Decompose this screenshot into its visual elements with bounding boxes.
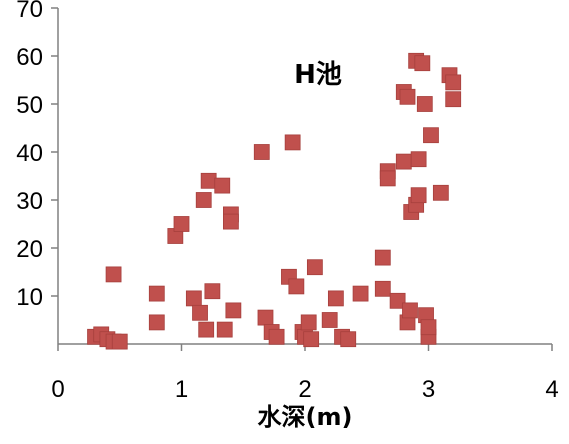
data-point xyxy=(389,292,406,309)
data-point xyxy=(321,312,338,328)
x-tick-label: 0 xyxy=(51,376,64,403)
data-point xyxy=(185,290,202,307)
data-point xyxy=(105,266,122,283)
data-point xyxy=(420,319,437,336)
y-tick-label: 70 xyxy=(16,0,43,23)
data-point xyxy=(204,283,221,300)
data-point xyxy=(222,213,239,230)
data-point xyxy=(200,172,217,189)
data-point xyxy=(214,177,231,194)
y-tick-label: 30 xyxy=(16,188,43,215)
data-point xyxy=(303,331,320,348)
y-tick-label: 40 xyxy=(16,140,43,167)
data-point xyxy=(445,91,462,108)
data-point xyxy=(195,192,212,208)
data-point xyxy=(198,321,215,338)
data-point xyxy=(410,187,427,204)
y-tick-label: 10 xyxy=(16,284,43,311)
data-point xyxy=(410,151,427,168)
data-point xyxy=(306,259,323,276)
data-point xyxy=(352,285,369,302)
y-tick-label: 50 xyxy=(16,92,43,119)
data-point xyxy=(253,144,270,160)
data-point xyxy=(445,74,462,91)
data-point xyxy=(173,216,190,232)
data-point xyxy=(374,280,391,297)
x-tick-label: 4 xyxy=(545,376,558,403)
data-point xyxy=(192,304,208,321)
data-point xyxy=(148,314,165,331)
data-point xyxy=(414,55,431,72)
x-tick-label: 1 xyxy=(175,376,188,403)
data-point xyxy=(288,278,305,295)
data-point xyxy=(216,321,233,338)
data-point xyxy=(300,314,317,331)
x-tick-label: 3 xyxy=(422,376,435,403)
data-point xyxy=(432,184,449,201)
data-point xyxy=(327,290,344,307)
data-point xyxy=(111,333,128,350)
data-point xyxy=(399,88,416,105)
tick-labels: 10 20 30 40 50 60 70 0 1 2 3 4 xyxy=(16,0,558,403)
data-point xyxy=(268,328,285,345)
data-point xyxy=(423,127,439,144)
x-tick-label: 2 xyxy=(298,376,311,403)
x-axis-label: 水深(m) xyxy=(258,403,353,431)
data-point xyxy=(257,309,274,326)
data-point xyxy=(225,302,242,319)
data-point xyxy=(395,153,412,170)
chart-title: H池 xyxy=(294,60,342,90)
y-tick-label: 60 xyxy=(16,44,43,71)
data-point xyxy=(402,302,418,319)
data-point xyxy=(148,285,165,302)
y-tick-label: 20 xyxy=(16,236,43,263)
data-point xyxy=(284,134,301,151)
data-point xyxy=(379,170,396,187)
data-point xyxy=(340,331,357,348)
data-points xyxy=(87,52,462,350)
data-point xyxy=(416,96,433,112)
data-point xyxy=(374,249,391,266)
